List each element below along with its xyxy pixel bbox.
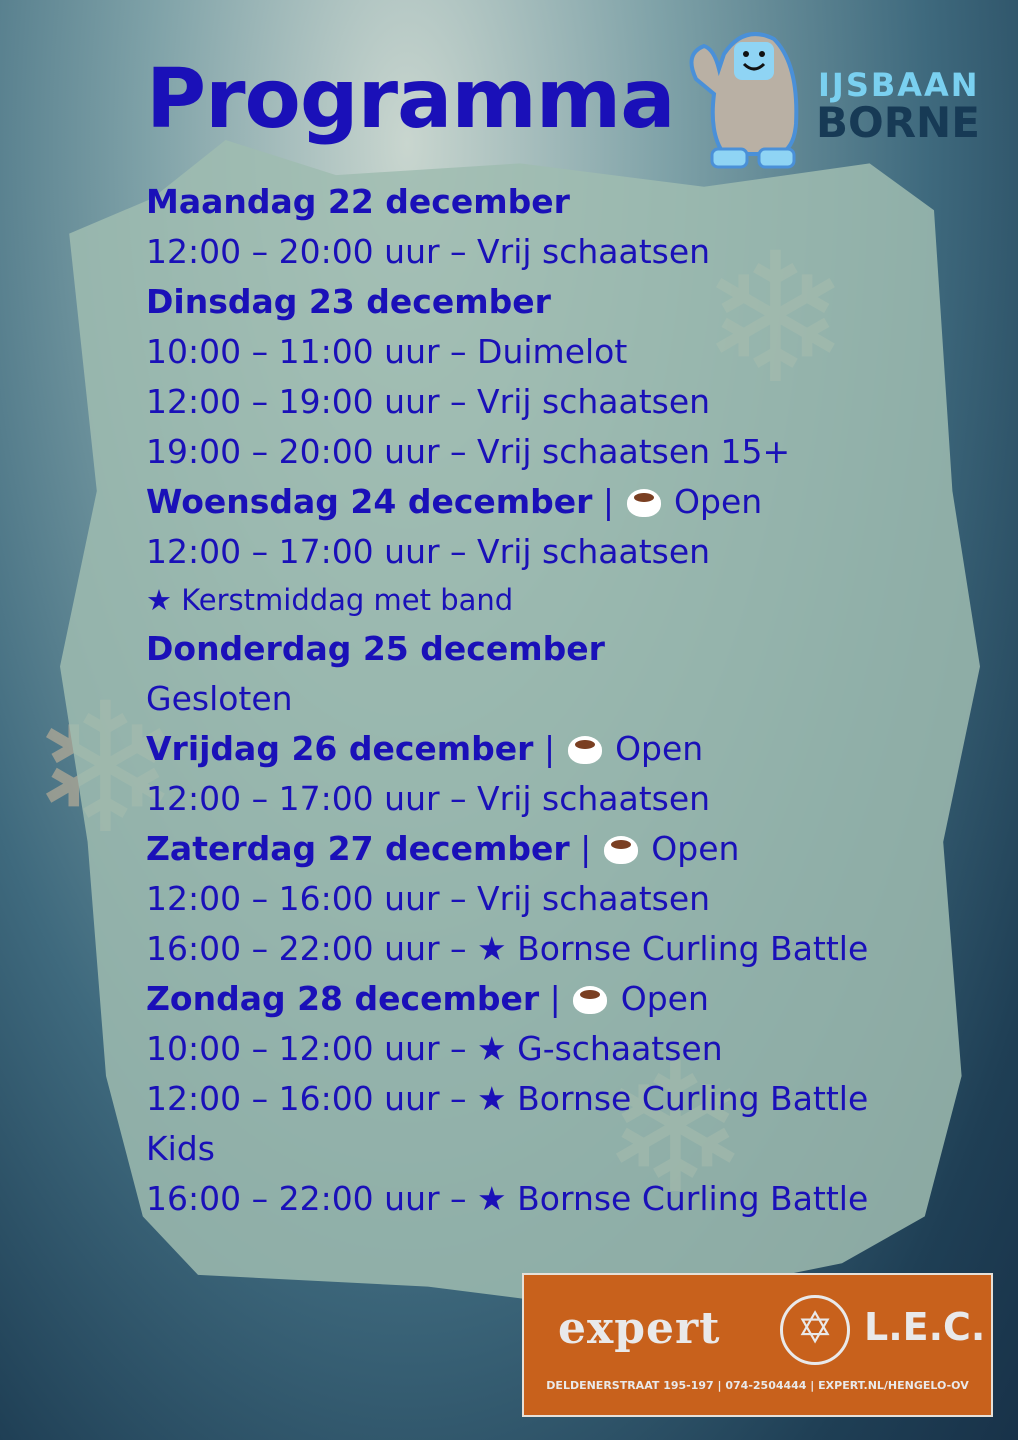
line-text: 10:00 – 12:00 uur – ★ G-schaatsen	[146, 1029, 723, 1068]
ijsbaan-borne-logo: IJSBAAN BORNE	[684, 24, 984, 184]
line-text: Zaterdag 27 december	[146, 829, 570, 868]
schedule-item: Gesloten	[146, 674, 868, 724]
line-text: Vrijdag 26 december	[146, 729, 534, 768]
coffee-cup-icon	[573, 986, 608, 1014]
line-text: 12:00 – 16:00 uur – Vrij schaatsen	[146, 879, 711, 918]
line-text: 16:00 – 22:00 uur – ★ Bornse Curling Bat…	[146, 1179, 869, 1218]
line-text: ★ Kerstmiddag met band	[146, 583, 514, 617]
open-label: Open	[620, 979, 709, 1018]
schedule-item: 19:00 – 20:00 uur – Vrij schaatsen 15+	[146, 427, 868, 477]
day-heading: Dinsdag 23 december	[146, 277, 868, 327]
schedule-item: Kids	[146, 1124, 868, 1174]
day-heading: Donderdag 25 december	[146, 624, 868, 674]
schedule-item: 16:00 – 22:00 uur – ★ Bornse Curling Bat…	[146, 924, 868, 974]
logo-text-ijsbaan: IJSBAAN	[818, 66, 980, 104]
logo-text-borne: BORNE	[816, 98, 980, 147]
line-text: 10:00 – 11:00 uur – Duimelot	[146, 332, 628, 371]
sponsor-brand: expert	[558, 1303, 721, 1354]
schedule-list: Maandag 22 december 12:00 – 20:00 uur – V…	[146, 177, 868, 1224]
separator: |	[539, 979, 572, 1018]
schedule-item: 12:00 – 19:00 uur – Vrij schaatsen	[146, 377, 868, 427]
schedule-item: 12:00 – 20:00 uur – Vrij schaatsen	[146, 227, 868, 277]
day-heading: Woensdag 24 december | Open	[146, 477, 868, 527]
coffee-cup-icon	[626, 489, 661, 517]
open-label: Open	[615, 729, 704, 768]
open-label: Open	[674, 482, 763, 521]
yeti-mascot-icon	[689, 32, 799, 169]
expert-star-emblem-icon: ✡	[780, 1295, 850, 1365]
line-text: 16:00 – 22:00 uur – ★ Bornse Curling Bat…	[146, 929, 869, 968]
open-label: Open	[651, 829, 740, 868]
coffee-cup-icon	[603, 836, 638, 864]
line-text: 12:00 – 17:00 uur – Vrij schaatsen	[146, 779, 711, 818]
schedule-item: 12:00 – 17:00 uur – Vrij schaatsen	[146, 774, 868, 824]
coffee-cup-icon	[567, 736, 602, 764]
schedule-item: ★ Kerstmiddag met band	[146, 577, 868, 624]
separator: |	[569, 829, 602, 868]
schedule-item: 12:00 – 16:00 uur – ★ Bornse Curling Bat…	[146, 1074, 868, 1124]
line-text: 19:00 – 20:00 uur – Vrij schaatsen 15+	[146, 432, 791, 471]
sponsor-name: L.E.C.	[864, 1305, 986, 1349]
schedule-item: 12:00 – 16:00 uur – Vrij schaatsen	[146, 874, 868, 924]
line-text: Donderdag 25 december	[146, 629, 605, 668]
line-text: 12:00 – 16:00 uur – ★ Bornse Curling Bat…	[146, 1079, 869, 1118]
page-title: Programma	[146, 52, 676, 147]
line-text: Maandag 22 december	[146, 182, 570, 221]
day-heading: Maandag 22 december	[146, 177, 868, 227]
schedule-item: 10:00 – 12:00 uur – ★ G-schaatsen	[146, 1024, 868, 1074]
day-heading: Zondag 28 december | Open	[146, 974, 868, 1024]
schedule-item: 16:00 – 22:00 uur – ★ Bornse Curling Bat…	[146, 1174, 868, 1224]
line-text: Dinsdag 23 december	[146, 282, 551, 321]
schedule-item: 12:00 – 17:00 uur – Vrij schaatsen	[146, 527, 868, 577]
line-text: Woensdag 24 december	[146, 482, 593, 521]
line-text: Zondag 28 december	[146, 979, 540, 1018]
schedule-item: 10:00 – 11:00 uur – Duimelot	[146, 327, 868, 377]
line-text: 12:00 – 17:00 uur – Vrij schaatsen	[146, 532, 711, 571]
line-text: Kids	[146, 1129, 215, 1168]
line-text: Gesloten	[146, 679, 293, 718]
day-heading: Vrijdag 26 december | Open	[146, 724, 868, 774]
sponsor-address: DELDENERSTRAAT 195-197 | 074-2504444 | E…	[546, 1379, 969, 1392]
line-text: 12:00 – 19:00 uur – Vrij schaatsen	[146, 382, 711, 421]
line-text: 12:00 – 20:00 uur – Vrij schaatsen	[146, 232, 711, 271]
separator: |	[592, 482, 625, 521]
torn-paper-background	[60, 140, 980, 1310]
sponsor-banner: expert ✡ L.E.C. DELDENERSTRAAT 195-197 |…	[522, 1273, 993, 1417]
day-heading: Zaterdag 27 december | Open	[146, 824, 868, 874]
separator: |	[533, 729, 566, 768]
